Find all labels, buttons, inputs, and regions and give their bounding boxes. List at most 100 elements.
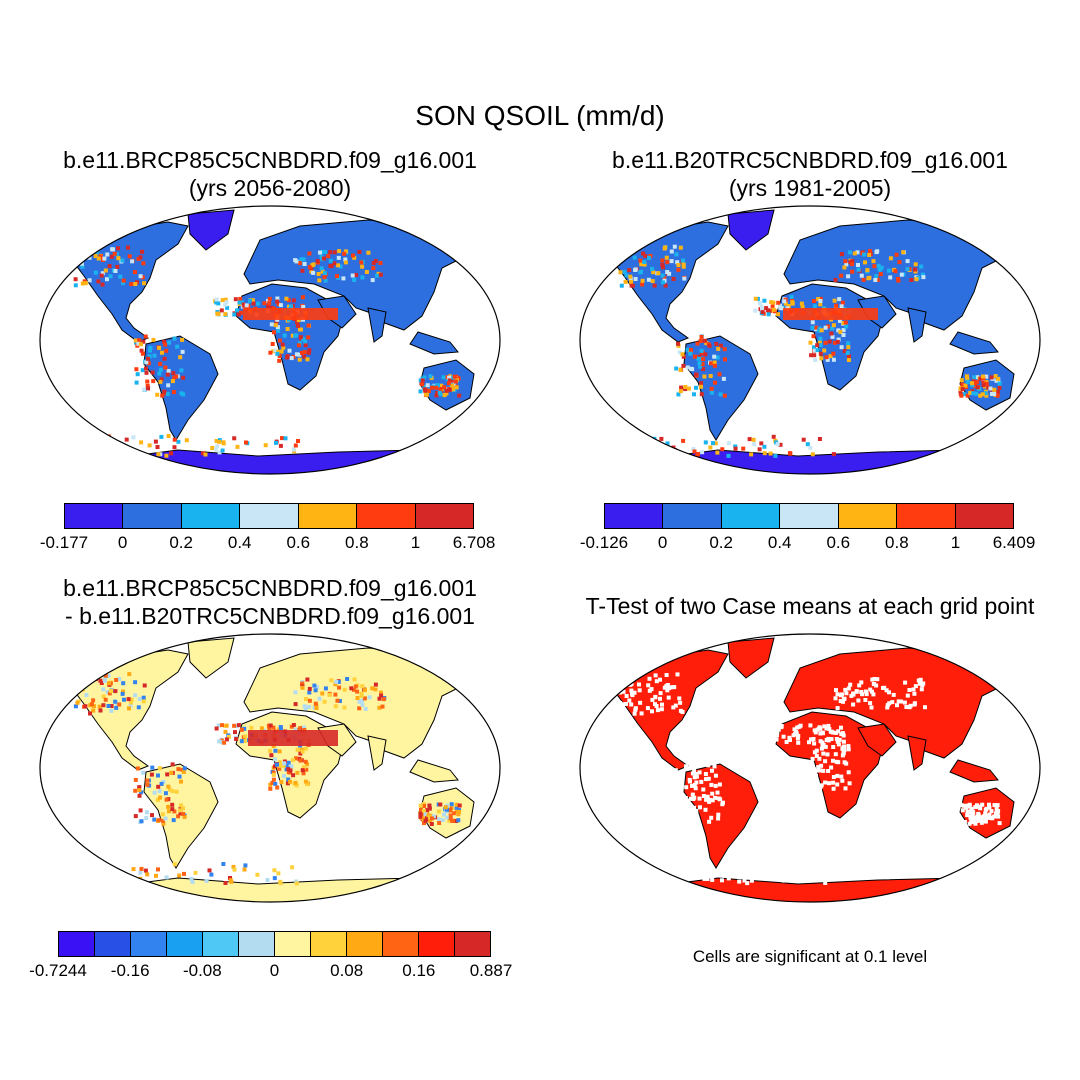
colorbar-tick-label: 0.887 [469,961,513,980]
landmass-greenland [187,209,235,251]
colorbar-swatch [95,932,131,956]
colorbar-swatch [780,504,839,528]
panel-3-colorbar [58,931,491,957]
field-texture [580,244,1002,458]
landmass-eurasia [783,647,1009,759]
colorbar-tick-label: 0.4 [767,533,792,552]
field-texture [40,672,462,886]
panel-2-colorbar [604,503,1014,529]
colorbar-tick-label: 0.2 [169,533,193,552]
landmass-india [907,307,927,343]
panel-2-title: b.e11.B20TRC5CNBDRD.f09_g16.001 (yrs 198… [560,146,1060,202]
colorbar-swatch [605,504,664,528]
landmass-greenland [727,209,775,251]
colorbar-tick-label: 0 [269,961,280,980]
colorbar-tick-label: 0 [657,533,668,552]
landmass-india [907,735,927,771]
colorbar-swatch [203,932,239,956]
panel-4-title: T-Test of two Case means at each grid po… [585,593,1035,619]
map-frame [39,633,501,903]
landmass-southAmerica [683,335,759,441]
colorbar-tick-label: -0.126 [579,533,629,552]
colorbar-swatch [415,504,473,528]
landmass-seAsia [409,331,459,355]
colorbar-swatch [240,504,299,528]
landmass-northAmerica [611,221,729,343]
landmass-seAsia [409,759,459,783]
colorbar-tick-label: 0.4 [227,533,252,552]
colorbar-swatch [167,932,203,956]
panel-2-title-line1: b.e11.B20TRC5CNBDRD.f09_g16.001 [612,147,1008,173]
panel-2-title-line2: (yrs 1981-2005) [728,175,892,201]
field-texture [40,244,462,458]
panel-1-map [39,205,501,475]
landmass-southAmerica [143,335,219,441]
colorbar-tick-label: 6.708 [452,533,496,552]
colorbar-tick-label: -0.16 [110,961,150,980]
colorbar-tick-label: 0.2 [709,533,733,552]
colorbar-swatch [721,504,781,528]
colorbar-tick-label: 0.8 [885,533,909,552]
landmass-eurasia [783,219,1009,331]
colorbar-swatch [357,504,416,528]
colorbar-tick-label: 1 [950,533,961,552]
landmass-southAmerica [143,763,219,869]
colorbar-swatch [383,932,419,956]
colorbar-swatch [897,504,956,528]
colorbar-tick-label: 1 [410,533,421,552]
colorbar-tick-label: 0.08 [330,961,364,980]
colorbar-swatch [419,932,455,956]
landmass-eurasia [243,647,469,759]
colorbar-tick-label: -0.177 [39,533,89,552]
landmass-greenland [727,637,775,679]
landmass-africa [775,711,885,819]
colorbar-swatch [298,504,358,528]
colorbar-swatch [838,504,898,528]
landmass-northAmerica [71,221,189,343]
landmass-antarctica [100,877,479,902]
landmass-seAsia [949,331,999,355]
colorbar-swatch [131,932,167,956]
colorbar-swatch [123,504,182,528]
colorbar-tick-label: -0.7244 [29,961,87,980]
colorbar-tick-label: 0.6 [826,533,851,552]
panel-3-map [39,633,501,903]
panel-3-title-line2: - b.e11.B20TRC5CNBDRD.f09_g16.001 [65,603,475,629]
landmass-india [367,735,387,771]
map-frame [39,205,501,475]
colorbar-swatch [65,504,124,528]
colorbar-tick-label: -0.08 [182,961,222,980]
panel-3-title: b.e11.BRCP85C5CNBDRD.f09_g16.001 - b.e11… [20,574,520,630]
panel-3-title-line1: b.e11.BRCP85C5CNBDRD.f09_g16.001 [63,575,477,601]
colorbar-tick-label: 0 [117,533,128,552]
colorbar-tick-label: 0.16 [402,961,436,980]
colorbar-swatch [455,932,490,956]
landmass-greenland [187,637,235,679]
panel-1-colorbar [64,503,474,529]
colorbar-swatch [181,504,241,528]
panel-1-title: b.e11.BRCP85C5CNBDRD.f09_g16.001 (yrs 20… [20,146,520,202]
landmass-india [367,307,387,343]
significance-note: Cells are significant at 0.1 level [692,947,928,966]
panel-2-map [579,205,1041,475]
landmass-northAmerica [611,649,729,771]
colorbar-tick-label: 0.6 [286,533,311,552]
colorbar-swatch [955,504,1013,528]
colorbar-swatch [59,932,95,956]
colorbar-swatch [347,932,383,956]
panel-1-title-line1: b.e11.BRCP85C5CNBDRD.f09_g16.001 [63,147,477,173]
landmass-arabia [857,723,897,757]
field-texture [580,672,1002,886]
colorbar-swatch [275,932,311,956]
map-frame [579,633,1041,903]
main-title: SON QSOIL (mm/d) [415,100,665,131]
colorbar-tick-label: 6.409 [992,533,1036,552]
colorbar-swatch [663,504,722,528]
map-frame [579,205,1041,475]
landmass-antarctica [640,877,1019,902]
colorbar-swatch [311,932,347,956]
panel-4-map [579,633,1041,903]
panel-1-title-line2: (yrs 2056-2080) [188,175,352,201]
colorbar-swatch [239,932,275,956]
colorbar-tick-label: 0.8 [345,533,369,552]
